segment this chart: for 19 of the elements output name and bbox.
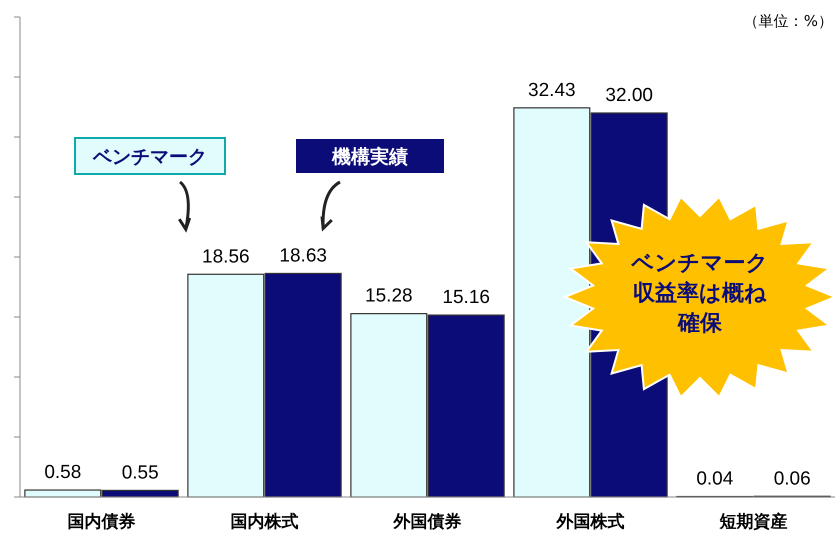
x-tick-label: 外国債券 <box>392 512 462 532</box>
data-label: 15.16 <box>442 287 490 308</box>
data-label: 32.00 <box>605 85 653 106</box>
x-tick-label: 国内債券 <box>68 512 136 532</box>
data-label: 18.56 <box>202 246 250 268</box>
x-tick-label: 短期資産 <box>718 512 788 532</box>
data-label: 15.28 <box>365 286 413 307</box>
data-label: 0.58 <box>44 462 82 484</box>
data-label: 0.06 <box>774 468 811 490</box>
x-tick-label: 外国株式 <box>556 512 624 532</box>
data-label: 32.43 <box>528 80 576 101</box>
data-label: 18.63 <box>279 245 327 266</box>
x-tick-label: 国内株式 <box>230 512 298 532</box>
annotation: ベンチマーク収益率は概ね確保 <box>630 250 770 338</box>
text: 機構実績 <box>331 146 408 168</box>
annotation: （単位：%） <box>744 12 833 30</box>
data-label: 0.55 <box>122 462 159 484</box>
text: ベンチマーク <box>92 146 207 168</box>
data-label: 0.04 <box>696 468 734 490</box>
